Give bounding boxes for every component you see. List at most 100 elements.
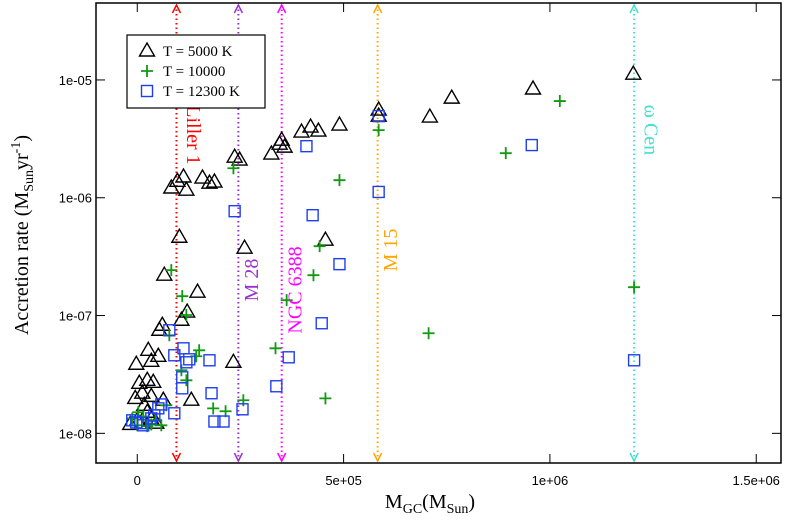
point [155, 419, 168, 432]
point [152, 402, 165, 415]
point [217, 415, 230, 428]
point [205, 172, 224, 188]
legend: T = 5000 K T = 10000 T = 12300 K [126, 34, 266, 109]
point [224, 352, 243, 368]
point [147, 413, 165, 429]
point [163, 324, 176, 337]
legend-marker [141, 65, 153, 77]
arrow-head [372, 3, 383, 14]
point [176, 290, 189, 303]
point [309, 121, 328, 137]
point [153, 315, 172, 331]
point [306, 208, 319, 222]
point [525, 138, 538, 152]
point [208, 415, 221, 428]
x-tick-label: 5e+05 [325, 473, 362, 488]
y-title-sub: Sun [22, 170, 37, 192]
y-title-sup: -1 [9, 142, 24, 154]
y-tick-label: 1e-06 [59, 191, 92, 206]
reference-label: M 15 [380, 229, 402, 272]
point [182, 390, 201, 406]
point [130, 416, 143, 429]
point [300, 139, 313, 153]
point [372, 124, 385, 137]
point [315, 317, 328, 330]
point [168, 349, 181, 362]
point [126, 388, 144, 405]
point [301, 117, 320, 133]
arrow-head [629, 452, 639, 463]
x-axis-title: MGC(MSun) [385, 491, 475, 517]
point [142, 351, 161, 367]
point [499, 147, 512, 160]
point [235, 238, 254, 254]
x-title-sub: GC [403, 502, 422, 517]
legend-label: T = 10000 [163, 64, 225, 80]
point [270, 380, 283, 393]
y-title-part: Accretion rate (M [11, 192, 33, 335]
legend-marker [140, 84, 154, 98]
point [155, 265, 174, 281]
point [421, 107, 439, 123]
x-tick-label: 1.5e+06 [733, 473, 780, 488]
point [333, 174, 346, 187]
legend-marker [138, 41, 156, 57]
point [145, 412, 158, 425]
arrow-head [277, 452, 287, 463]
point [307, 269, 320, 282]
point [236, 403, 249, 416]
point [219, 405, 232, 418]
arrow-head [171, 452, 182, 463]
point [193, 168, 212, 184]
arrow-head [629, 3, 639, 14]
point [127, 354, 145, 370]
point [372, 109, 385, 123]
point [628, 281, 641, 294]
point [155, 398, 168, 411]
arrow-head [372, 452, 383, 463]
point [133, 383, 151, 399]
point [144, 372, 162, 389]
point [225, 147, 244, 163]
point [130, 373, 148, 389]
y-tick-label: 1e-07 [59, 309, 92, 324]
point [168, 407, 181, 420]
reference-label: M 28 [241, 259, 263, 302]
point [207, 402, 220, 415]
point [275, 137, 294, 153]
point [170, 227, 189, 243]
point [553, 95, 566, 108]
point [205, 387, 218, 400]
x-title-part: ) [468, 491, 475, 513]
legend-label: T = 5000 K [163, 44, 233, 60]
point [174, 167, 193, 183]
point [292, 122, 311, 138]
point [627, 354, 641, 367]
y-title-part: ) [11, 135, 33, 142]
point [142, 386, 161, 403]
point [180, 374, 193, 387]
arrow-head [233, 3, 244, 14]
plot-frame [95, 2, 782, 464]
reference-label: Liller 1 [182, 105, 204, 164]
point [137, 419, 150, 432]
arrow-head [233, 452, 244, 463]
point [372, 185, 385, 199]
x-tick-label: 0 [134, 473, 141, 488]
plot-area [121, 3, 642, 463]
point [369, 100, 388, 116]
point [203, 354, 216, 367]
point [319, 392, 332, 405]
point [316, 230, 335, 246]
arrow-head [171, 3, 182, 14]
point [228, 204, 241, 218]
point [269, 342, 282, 355]
point [313, 240, 326, 253]
point [172, 310, 191, 326]
x-title-sub: Sun [447, 502, 469, 517]
point [280, 294, 293, 307]
y-axis-title: Accretion rate (MSunyr-1) [9, 135, 37, 335]
y-tick-label: 1e-08 [59, 426, 92, 441]
point [148, 409, 161, 422]
